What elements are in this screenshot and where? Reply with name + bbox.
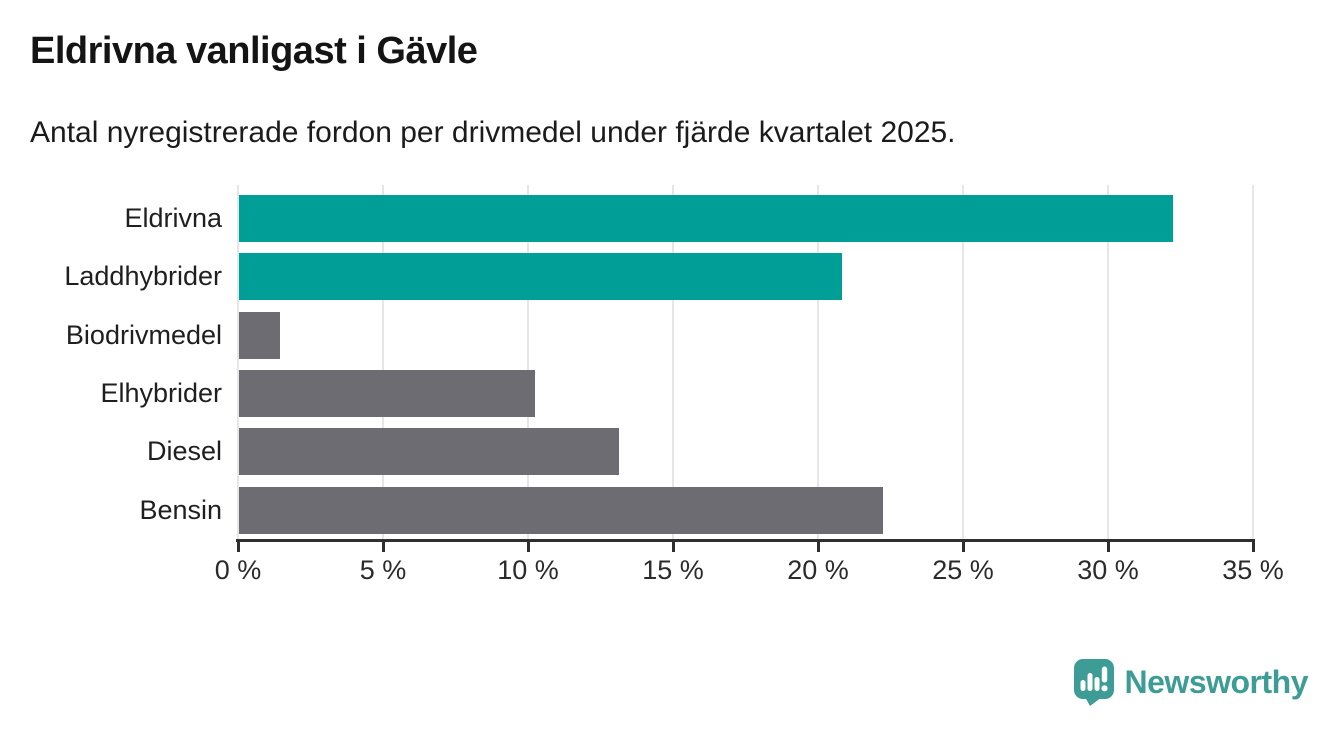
- x-gridline: [672, 185, 674, 539]
- x-gridline: [817, 185, 819, 539]
- x-tick-label: 30 %: [1077, 555, 1139, 585]
- chart-title: Eldrivna vanligast i Gävle: [30, 30, 478, 72]
- x-tick: [381, 539, 385, 552]
- x-tick: [1106, 539, 1110, 552]
- x-tick: [816, 539, 820, 552]
- x-tick-label: 10 %: [497, 555, 559, 585]
- category-label: Laddhybrider: [64, 261, 222, 291]
- bar-diesel: [239, 428, 619, 475]
- category-label: Eldrivna: [124, 203, 222, 233]
- x-tick: [236, 539, 240, 552]
- category-label: Biodrivmedel: [65, 320, 222, 350]
- x-gridline: [1252, 185, 1254, 539]
- x-tick: [526, 539, 530, 552]
- x-tick: [1251, 539, 1255, 552]
- category-label: Elhybrider: [100, 378, 222, 408]
- category-label: Diesel: [146, 436, 222, 466]
- bar-bensin: [239, 487, 883, 534]
- x-tick-label: 5 %: [359, 555, 407, 585]
- x-axis-line: [236, 539, 1255, 542]
- x-tick: [671, 539, 675, 552]
- newsworthy-logo: Newsworthy: [1073, 658, 1309, 707]
- x-tick-label: 35 %: [1222, 555, 1284, 585]
- bar-biodrivmedel: [239, 312, 280, 359]
- category-label: Bensin: [139, 495, 222, 525]
- x-gridline: [1107, 185, 1109, 539]
- newsworthy-logo-text: Newsworthy: [1124, 664, 1309, 700]
- x-gridline: [237, 185, 239, 539]
- x-gridline: [962, 185, 964, 539]
- x-gridline: [382, 185, 384, 539]
- newsworthy-badge-icon: [1073, 659, 1114, 706]
- chart-subtitle: Antal nyregistrerade fordon per drivmede…: [30, 116, 956, 149]
- x-tick-label: 0 %: [214, 555, 262, 585]
- x-tick-label: 15 %: [642, 555, 704, 585]
- bar-laddhybrider: [239, 253, 842, 300]
- x-tick-label: 25 %: [932, 555, 994, 585]
- x-tick-label: 20 %: [787, 555, 849, 585]
- x-gridline: [527, 185, 529, 539]
- bar-eldrivna: [239, 195, 1173, 242]
- x-tick: [961, 539, 965, 552]
- bar-elhybrider: [239, 370, 535, 417]
